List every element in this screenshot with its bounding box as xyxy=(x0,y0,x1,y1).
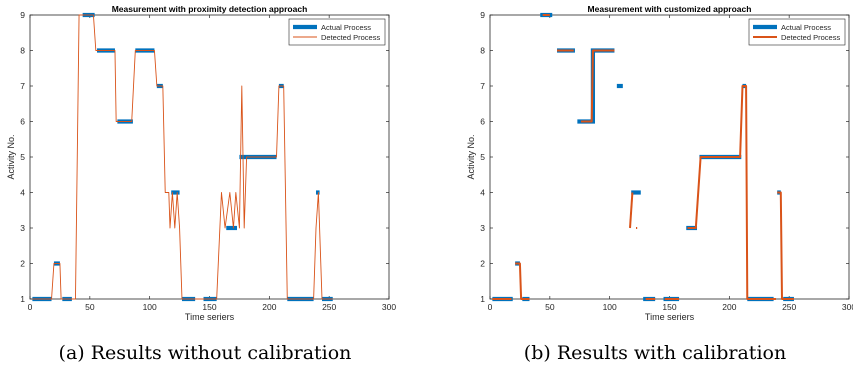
chart-1: 0 50 100 150 200 250 300 1 2 3 4 5 6 7 8 9 Measurement w… xyxy=(6,4,396,322)
x-tick-label: 50 xyxy=(545,302,555,312)
y-tick-label: 1 xyxy=(480,294,485,304)
y-tick-label: 2 xyxy=(20,259,25,269)
y-tick-label: 6 xyxy=(20,117,25,127)
chart-title: Measurement with customized approach xyxy=(588,4,752,14)
detected-process-segment xyxy=(515,262,530,300)
y-tick-label: 5 xyxy=(20,152,25,162)
series-actual-process xyxy=(492,12,794,302)
x-axis-label: Time seriers xyxy=(185,312,235,322)
series-detected-process xyxy=(32,14,333,300)
chart-2: 0 50 100 150 200 250 300 1 2 3 4 5 6 7 8 9 Measurement w… xyxy=(466,4,853,322)
legend-box xyxy=(288,18,386,46)
y-tick-label: 8 xyxy=(20,46,25,56)
x-tick-label: 200 xyxy=(262,302,276,312)
y-tick-label: 4 xyxy=(20,188,25,198)
detected-process-segment xyxy=(777,191,794,300)
x-tick-label: 200 xyxy=(722,302,736,312)
x-tick-label: 300 xyxy=(842,302,853,312)
legend-label: Detected Process xyxy=(321,33,380,42)
y-axis-label: Activity No. xyxy=(6,134,16,179)
legend-label: Actual Process xyxy=(781,23,831,32)
y-tick-label: 7 xyxy=(480,81,485,91)
legend-box xyxy=(748,18,846,46)
legend-label: Actual Process xyxy=(321,23,371,32)
x-tick-label: 0 xyxy=(28,302,33,312)
caption-right: (b) Results with calibration xyxy=(523,342,787,364)
detected-process-segment xyxy=(580,49,615,123)
y-tick-label: 8 xyxy=(480,46,485,56)
y-tick-label: 3 xyxy=(20,223,25,233)
x-tick-label: 150 xyxy=(662,302,676,312)
y-tick-label: 9 xyxy=(480,10,485,20)
x-tick-label: 150 xyxy=(202,302,216,312)
axes-box xyxy=(29,14,390,300)
actual-process-segment xyxy=(577,48,615,124)
x-tick-label: 0 xyxy=(488,302,493,312)
y-tick-label: 3 xyxy=(480,223,485,233)
x-tick-label: 300 xyxy=(382,302,396,312)
detected-process-segment xyxy=(629,192,634,229)
y-tick-label: 5 xyxy=(480,152,485,162)
x-axis-label: Time seriers xyxy=(645,312,695,322)
legend-label: Detected Process xyxy=(781,33,840,42)
chart-title: Measurement with proximity detection app… xyxy=(112,4,308,14)
y-tick-label: 6 xyxy=(480,117,485,127)
y-tick-label: 1 xyxy=(20,294,25,304)
series-detected-process xyxy=(492,14,794,300)
y-tick-label: 4 xyxy=(480,188,485,198)
y-tick-label: 2 xyxy=(480,259,485,269)
y-axis-label: Activity No. xyxy=(466,134,476,179)
detected-process-line xyxy=(32,14,333,300)
caption-left: (a) Results without calibration xyxy=(58,342,352,364)
y-tick-label: 7 xyxy=(20,81,25,91)
detected-process-segment xyxy=(687,85,776,300)
x-tick-label: 50 xyxy=(85,302,95,312)
y-tick-label: 9 xyxy=(20,10,25,20)
x-tick-label: 100 xyxy=(603,302,617,312)
x-tick-label: 100 xyxy=(143,302,157,312)
x-tick-label: 250 xyxy=(322,302,336,312)
x-tick-label: 250 xyxy=(782,302,796,312)
axes-box xyxy=(489,14,850,300)
